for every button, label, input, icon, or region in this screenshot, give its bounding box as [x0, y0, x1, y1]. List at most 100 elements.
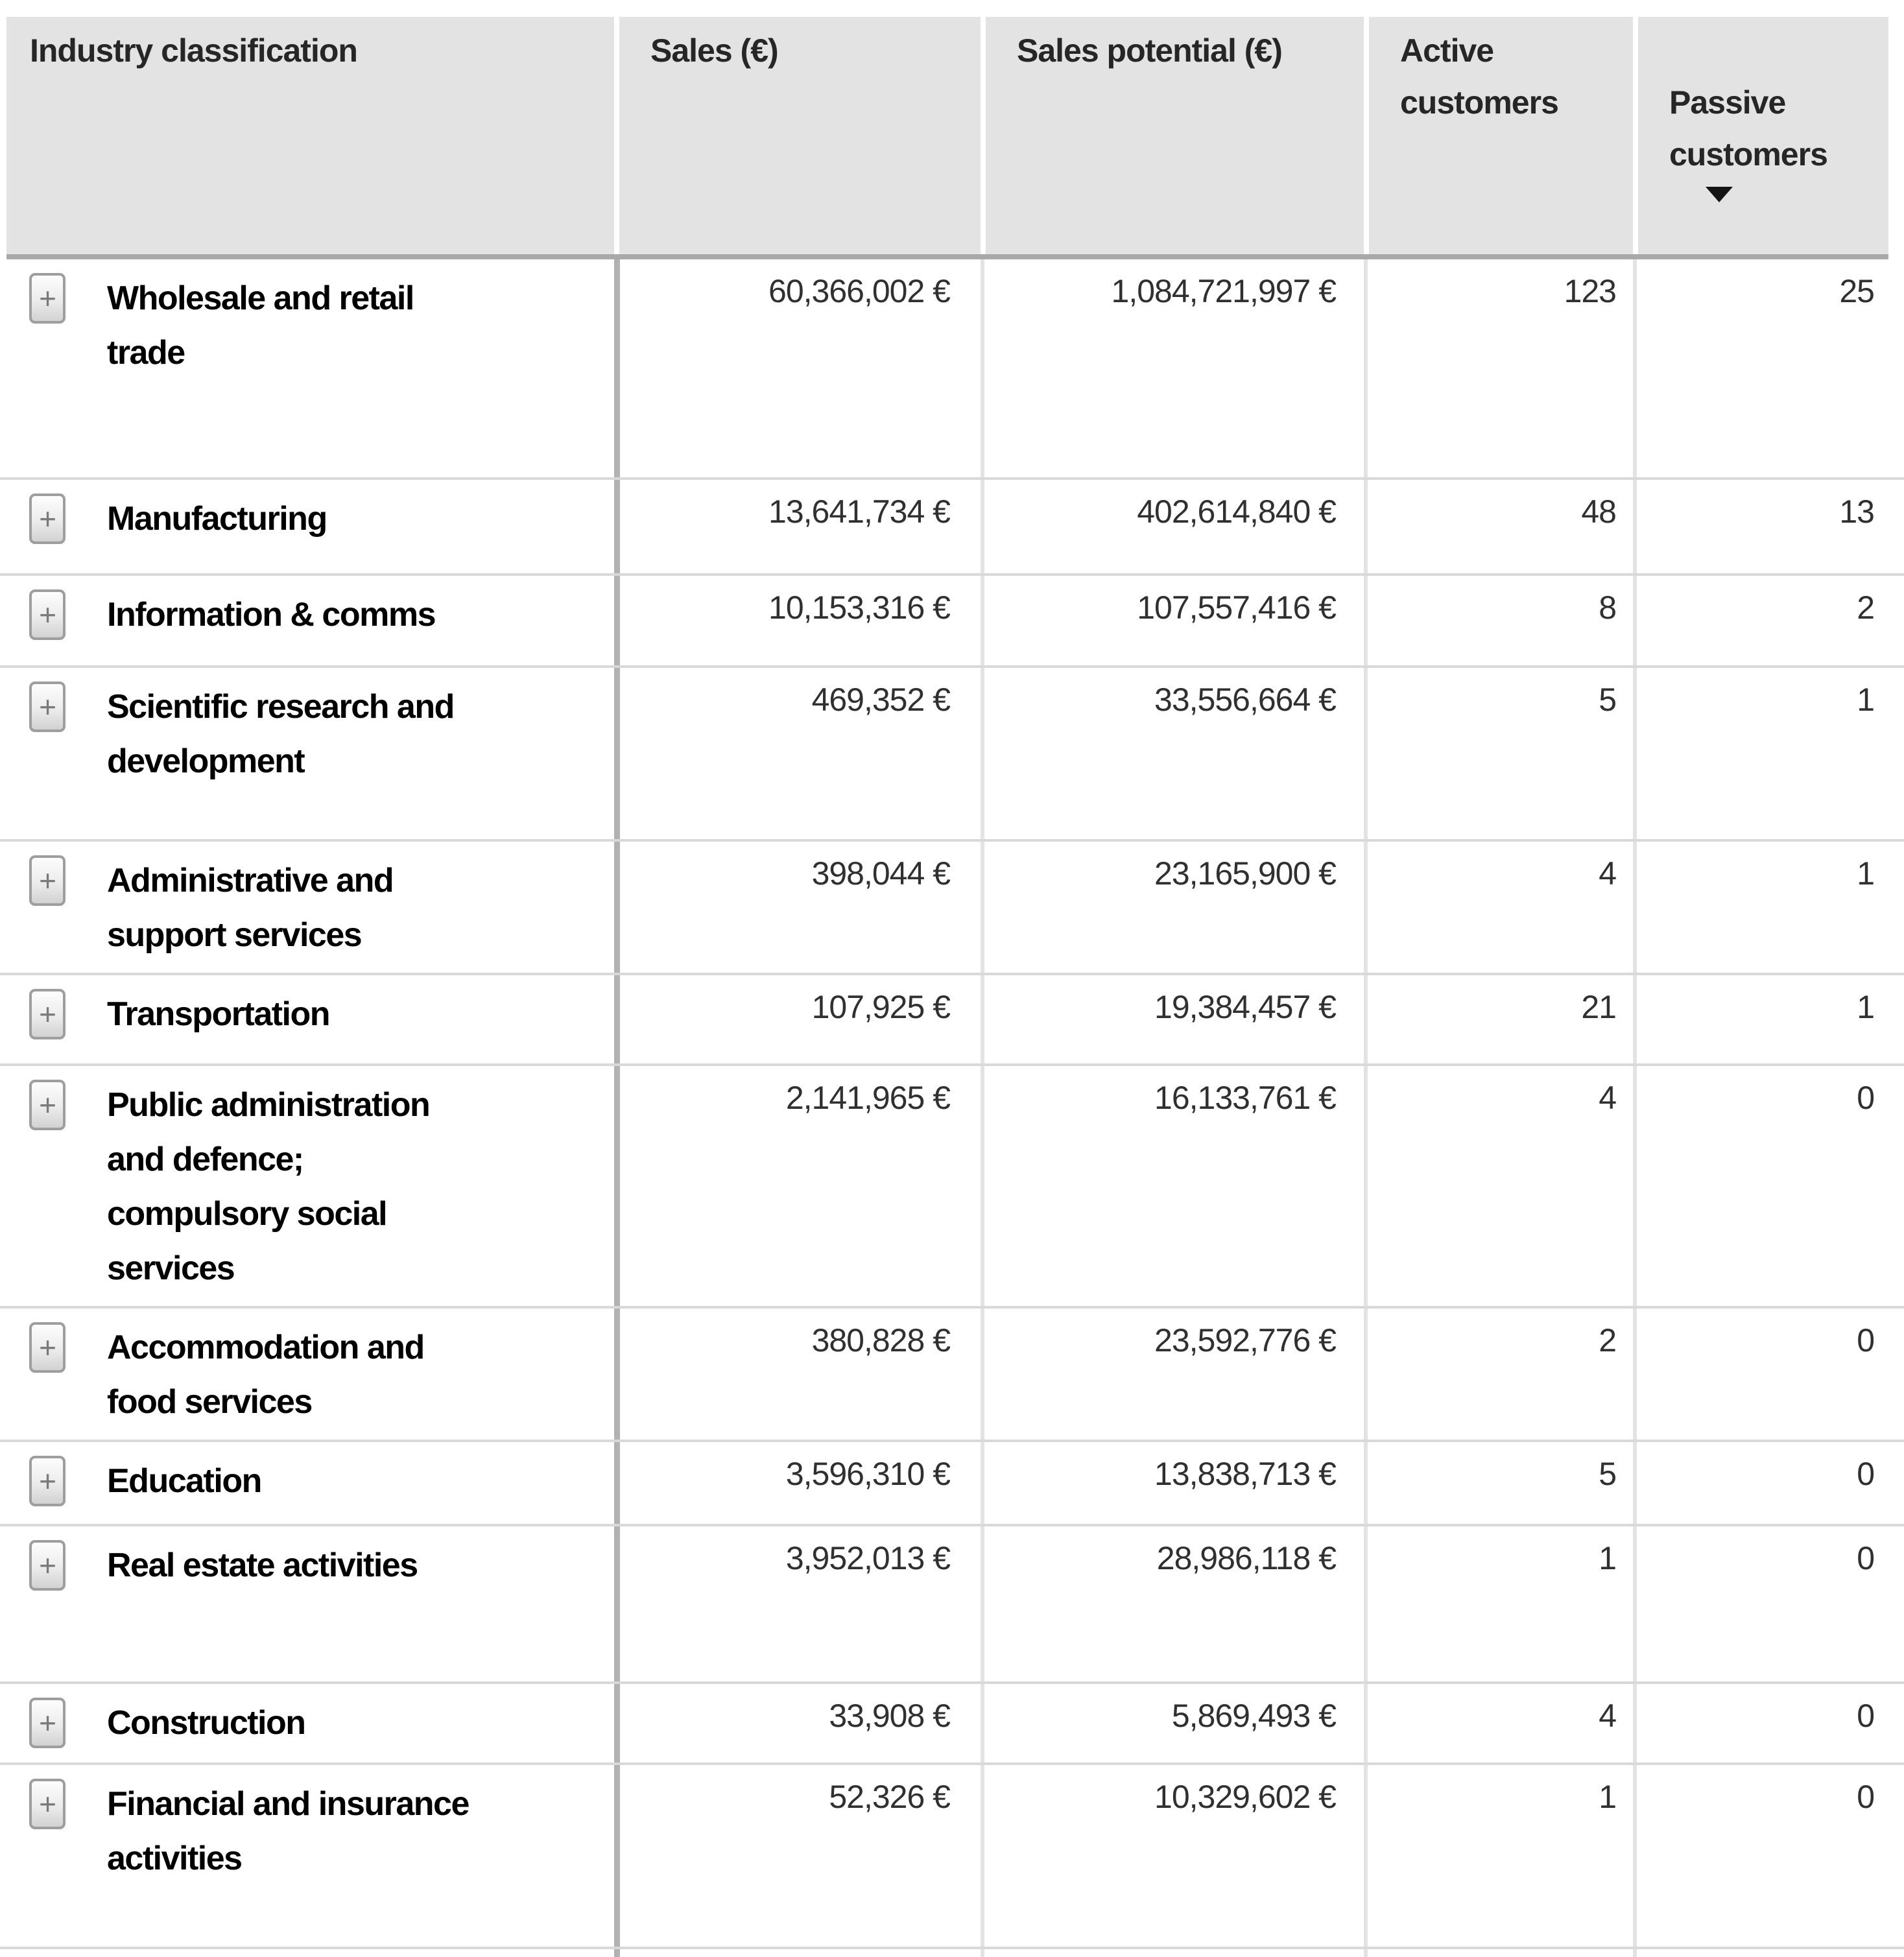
sales-cell: 2,141,965 € — [614, 1066, 981, 1306]
industry-cell: + Financial and insurance activities — [0, 1765, 614, 1947]
row-label: Financial and insurance activities — [107, 1785, 470, 1877]
passive-cell: 0 — [1633, 1442, 1904, 1524]
active-cell: 4 — [1364, 1684, 1633, 1762]
potential-cell: 16,133,761 € — [981, 1066, 1364, 1306]
expand-row-button[interactable]: + — [29, 989, 65, 1039]
column-header-passive-customers[interactable]: Passive customers — [1633, 17, 1888, 254]
column-header-sales-potential[interactable]: Sales potential (€) — [981, 17, 1364, 254]
table-body: + Wholesale and retail trade 60,366,002 … — [0, 259, 1904, 1957]
expand-row-button[interactable]: + — [29, 855, 65, 906]
active-cell: 48 — [1364, 480, 1633, 573]
active-cell: 21 — [1364, 975, 1633, 1063]
passive-cell: 13 — [1633, 480, 1904, 573]
plus-icon: + — [39, 1088, 56, 1122]
expand-row-button[interactable]: + — [29, 1540, 65, 1591]
expand-row-button[interactable]: + — [29, 682, 65, 732]
plus-icon: + — [39, 281, 56, 315]
table-row: + Construction 33,908 € 5,869,493 € 4 0 — [0, 1684, 1904, 1765]
table-row: + Administrative and support services 39… — [0, 842, 1904, 975]
table-row: + Education 3,596,310 € 13,838,713 € 5 0 — [0, 1442, 1904, 1526]
industry-cell: + Information & comms — [0, 576, 614, 665]
potential-cell: 10,329,602 € — [981, 1765, 1364, 1947]
plus-icon: + — [39, 1787, 56, 1821]
row-label: Public administration and defence; compu… — [107, 1086, 431, 1287]
sales-cell: 107,925 € — [614, 975, 981, 1063]
passive-cell: 1 — [1633, 975, 1904, 1063]
potential-cell: 5,869,493 € — [981, 1684, 1364, 1762]
table-row: + Accommodation and food services 380,82… — [0, 1309, 1904, 1442]
industry-cell: + Accommodation and food services — [0, 1309, 614, 1440]
sales-cell: 380,828 € — [614, 1309, 981, 1440]
expand-row-button[interactable]: + — [29, 1080, 65, 1130]
sales-cell: 3,596,310 € — [614, 1442, 981, 1524]
sales-cell: 3,952,013 € — [614, 1526, 981, 1681]
table-row: + Manufacturing 13,641,734 € 402,614,840… — [0, 480, 1904, 576]
column-header-passive-customers-label: Passive customers — [1669, 84, 1828, 172]
active-cell: 2 — [1364, 1949, 1633, 1957]
passive-cell: 25 — [1633, 259, 1904, 477]
active-cell: 8 — [1364, 576, 1633, 665]
table-row: + Information & comms 10,153,316 € 107,5… — [0, 576, 1904, 668]
table-row: + Scientific research and development 46… — [0, 668, 1904, 842]
passive-cell: 0 — [1633, 1309, 1904, 1440]
active-cell: 123 — [1364, 259, 1633, 477]
industry-cell: + Administrative and support services — [0, 842, 614, 973]
row-label: Transportation — [107, 995, 331, 1033]
row-label: Information & comms — [107, 596, 436, 634]
industry-cell: + Construction — [0, 1684, 614, 1762]
potential-cell: 5,055 € — [981, 1949, 1364, 1957]
potential-cell: 33,556,664 € — [981, 668, 1364, 839]
industry-cell: + Manufacturing — [0, 480, 614, 573]
table-row: + Financial and insurance activities 52,… — [0, 1765, 1904, 1949]
column-header-active-customers[interactable]: Active customers — [1364, 17, 1633, 254]
row-label: Administrative and support services — [107, 862, 394, 954]
row-label: Real estate activities — [107, 1547, 418, 1584]
active-cell: 1 — [1364, 1526, 1633, 1681]
sales-cell: 13,641,734 € — [614, 480, 981, 573]
table-row: + Transportation 107,925 € 19,384,457 € … — [0, 975, 1904, 1066]
column-header-sales[interactable]: Sales (€) — [614, 17, 981, 254]
potential-cell: 13,838,713 € — [981, 1442, 1364, 1524]
row-label: Construction — [107, 1704, 306, 1742]
industry-cell: + Public administration and defence; com… — [0, 1066, 614, 1306]
expand-row-button[interactable]: + — [29, 589, 65, 640]
expand-row-button[interactable]: + — [29, 273, 65, 324]
potential-cell: 19,384,457 € — [981, 975, 1364, 1063]
plus-icon: + — [39, 864, 56, 897]
plus-icon: + — [39, 997, 56, 1031]
expand-row-button[interactable]: + — [29, 1456, 65, 1506]
passive-cell: 0 — [1633, 1949, 1904, 1957]
sales-cell: 33,908 € — [614, 1684, 981, 1762]
industry-cell: + Human health and social work activitie… — [0, 1949, 614, 1957]
active-cell: 4 — [1364, 1066, 1633, 1306]
plus-icon: + — [39, 1706, 56, 1740]
expand-row-button[interactable]: + — [29, 1322, 65, 1373]
potential-cell: 23,592,776 € — [981, 1309, 1364, 1440]
row-label: Scientific research and development — [107, 688, 455, 780]
plus-icon: + — [39, 1464, 56, 1498]
row-label: Wholesale and retail trade — [107, 279, 414, 372]
expand-row-button[interactable]: + — [29, 1779, 65, 1829]
passive-cell: 1 — [1633, 668, 1904, 839]
passive-cell: 2 — [1633, 576, 1904, 665]
plus-icon: + — [39, 1548, 56, 1582]
industry-cell: + Scientific research and development — [0, 668, 614, 839]
industry-cell: + Wholesale and retail trade — [0, 259, 614, 477]
active-cell: 5 — [1364, 668, 1633, 839]
expand-row-button[interactable]: + — [29, 1698, 65, 1748]
passive-cell: 0 — [1633, 1066, 1904, 1306]
table-row: + Human health and social work activitie… — [0, 1949, 1904, 1957]
row-label: Education — [107, 1462, 262, 1500]
table-row: + Wholesale and retail trade 60,366,002 … — [0, 259, 1904, 480]
table-row: + Real estate activities 3,952,013 € 28,… — [0, 1526, 1904, 1684]
expand-row-button[interactable]: + — [29, 493, 65, 544]
sales-cell: 398,044 € — [614, 842, 981, 973]
plus-icon: + — [39, 598, 56, 632]
sales-cell: 52,326 € — [614, 1765, 981, 1947]
table-header-row: Industry classification Sales (€) Sales … — [6, 17, 1888, 259]
passive-cell: 0 — [1633, 1526, 1904, 1681]
potential-cell: 1,084,721,997 € — [981, 259, 1364, 477]
potential-cell: 107,557,416 € — [981, 576, 1364, 665]
column-header-industry-classification[interactable]: Industry classification — [30, 32, 358, 69]
